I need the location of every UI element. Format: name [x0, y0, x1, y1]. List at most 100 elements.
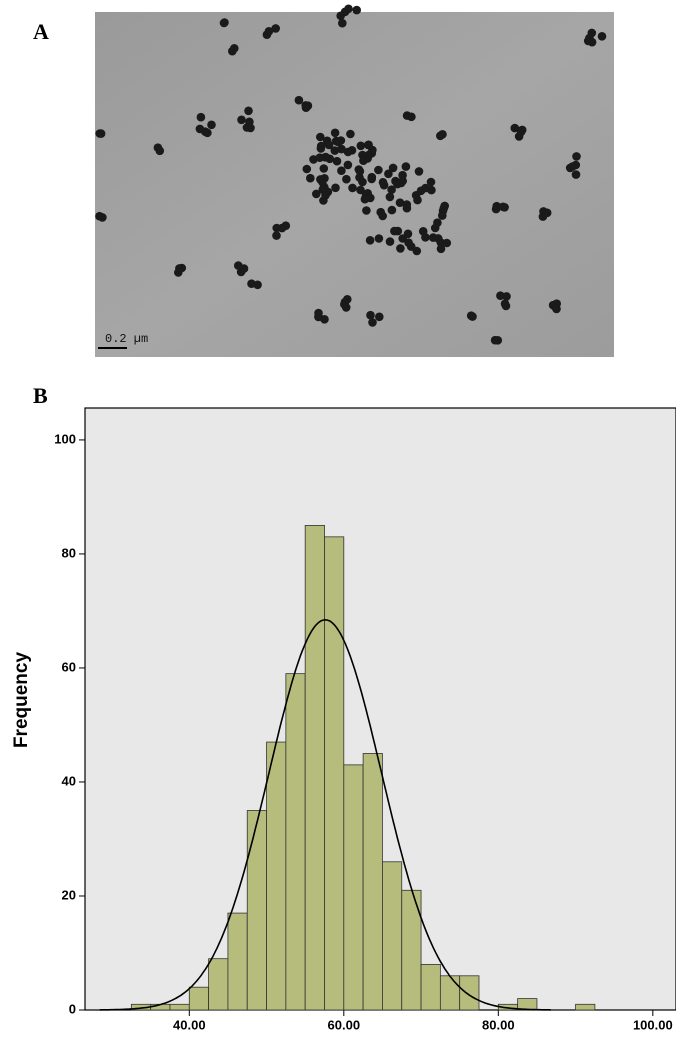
y-tick-label: 20 [62, 887, 76, 902]
particle [406, 242, 416, 251]
particle [436, 131, 445, 141]
particle [388, 163, 398, 173]
particle [396, 178, 406, 188]
particle [426, 177, 436, 187]
particle [378, 211, 388, 221]
particle [403, 229, 413, 239]
bar [169, 1003, 190, 1011]
normal-curve [99, 618, 551, 1011]
particle [387, 205, 397, 215]
particle [95, 211, 104, 221]
particle [175, 264, 184, 273]
x-tick-label: 40.00 [173, 1017, 206, 1032]
particle [387, 185, 396, 194]
particle [338, 18, 347, 28]
particle [491, 204, 501, 214]
y-tick-label: 0 [69, 1001, 76, 1016]
particle [332, 156, 342, 166]
particle [366, 193, 375, 203]
particle [510, 123, 520, 133]
bar [266, 741, 287, 1011]
particle [230, 44, 239, 53]
particle [374, 234, 384, 243]
particle [413, 195, 422, 205]
particle [407, 112, 416, 122]
particle [312, 189, 321, 199]
particle [330, 146, 340, 155]
particle [585, 33, 594, 43]
particle [538, 212, 548, 221]
particle [390, 226, 399, 236]
scale-bar-label: 0.2 µm [105, 332, 148, 346]
particle [355, 167, 365, 176]
particle [368, 318, 377, 327]
particle [334, 137, 343, 147]
bar [439, 975, 461, 1011]
particle [384, 169, 393, 179]
particle [320, 315, 329, 324]
particle [272, 231, 281, 240]
particle [438, 211, 447, 220]
particle [352, 5, 362, 15]
particle [323, 187, 333, 197]
particle [196, 112, 206, 122]
particle [436, 244, 446, 254]
particle [466, 311, 476, 321]
particle [277, 223, 287, 233]
particle [385, 192, 395, 202]
y-tick-label: 40 [62, 773, 76, 788]
particle [365, 236, 375, 245]
panel-label: B [33, 383, 48, 408]
particle [398, 170, 407, 180]
bar [285, 673, 306, 1011]
y-tick-label: 100 [54, 431, 76, 446]
particle [337, 144, 346, 154]
particle [514, 132, 524, 141]
particle [153, 143, 163, 152]
particle [414, 167, 424, 176]
particle [247, 279, 256, 289]
particles [95, 4, 607, 345]
particle [242, 123, 252, 132]
particle [330, 128, 340, 138]
particle [346, 129, 355, 139]
particle [342, 174, 351, 184]
particle [244, 106, 253, 116]
particle [219, 18, 229, 28]
particle [340, 297, 350, 307]
particle [318, 177, 327, 187]
bar [420, 963, 441, 1011]
particle [348, 183, 357, 193]
particle [375, 312, 384, 322]
particle [597, 32, 607, 41]
particle [401, 162, 411, 171]
particle [356, 185, 365, 195]
particle [364, 140, 373, 150]
particle [302, 164, 312, 174]
particle [498, 202, 508, 212]
particle [366, 310, 375, 320]
particle [502, 292, 511, 301]
particle [271, 24, 281, 33]
particle [344, 4, 353, 14]
particle [316, 144, 326, 153]
bar [208, 958, 229, 1011]
y-tick-label: 60 [62, 659, 76, 674]
bar [382, 861, 403, 1011]
particle [572, 152, 581, 161]
particle [379, 180, 389, 190]
particle [568, 162, 577, 171]
particle [294, 95, 304, 105]
particle [367, 174, 377, 184]
panel-label: A [33, 19, 49, 44]
particle [324, 140, 334, 150]
particle [347, 146, 357, 155]
particle [239, 264, 249, 273]
particle [306, 173, 315, 183]
particle [95, 129, 104, 138]
bar [188, 986, 210, 1011]
particle [358, 177, 367, 187]
particle [436, 238, 446, 247]
bar [343, 764, 364, 1011]
